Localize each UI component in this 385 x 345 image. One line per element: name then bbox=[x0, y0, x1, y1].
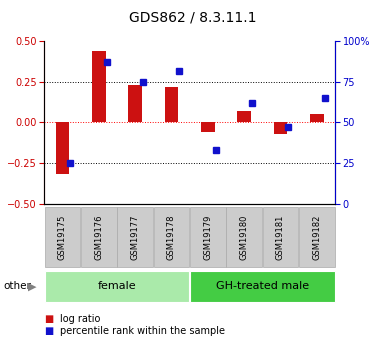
Bar bbox=[55, 122, 69, 174]
Text: GH-treated male: GH-treated male bbox=[216, 282, 309, 291]
Bar bbox=[201, 122, 215, 132]
Text: GSM19179: GSM19179 bbox=[203, 215, 212, 260]
Text: GSM19177: GSM19177 bbox=[131, 215, 140, 260]
Bar bbox=[274, 122, 287, 134]
Text: GSM19176: GSM19176 bbox=[94, 215, 103, 260]
Bar bbox=[92, 51, 105, 122]
Text: percentile rank within the sample: percentile rank within the sample bbox=[60, 326, 225, 336]
Text: GSM19178: GSM19178 bbox=[167, 215, 176, 260]
Text: GSM19182: GSM19182 bbox=[312, 215, 321, 260]
Text: log ratio: log ratio bbox=[60, 314, 100, 324]
Bar bbox=[164, 87, 178, 122]
Text: ■: ■ bbox=[44, 314, 54, 324]
Text: ▶: ▶ bbox=[28, 282, 36, 291]
Text: GSM19175: GSM19175 bbox=[58, 215, 67, 260]
Text: GSM19180: GSM19180 bbox=[239, 215, 249, 260]
Text: GSM19181: GSM19181 bbox=[276, 215, 285, 260]
Bar bbox=[128, 85, 142, 122]
Bar bbox=[310, 115, 324, 122]
Bar bbox=[237, 111, 251, 122]
Text: GDS862 / 8.3.11.1: GDS862 / 8.3.11.1 bbox=[129, 10, 256, 24]
Text: ■: ■ bbox=[44, 326, 54, 336]
Text: female: female bbox=[98, 282, 136, 291]
Text: other: other bbox=[4, 282, 32, 291]
